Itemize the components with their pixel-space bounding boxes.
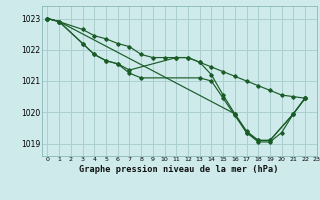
X-axis label: Graphe pression niveau de la mer (hPa): Graphe pression niveau de la mer (hPa) (79, 165, 279, 174)
